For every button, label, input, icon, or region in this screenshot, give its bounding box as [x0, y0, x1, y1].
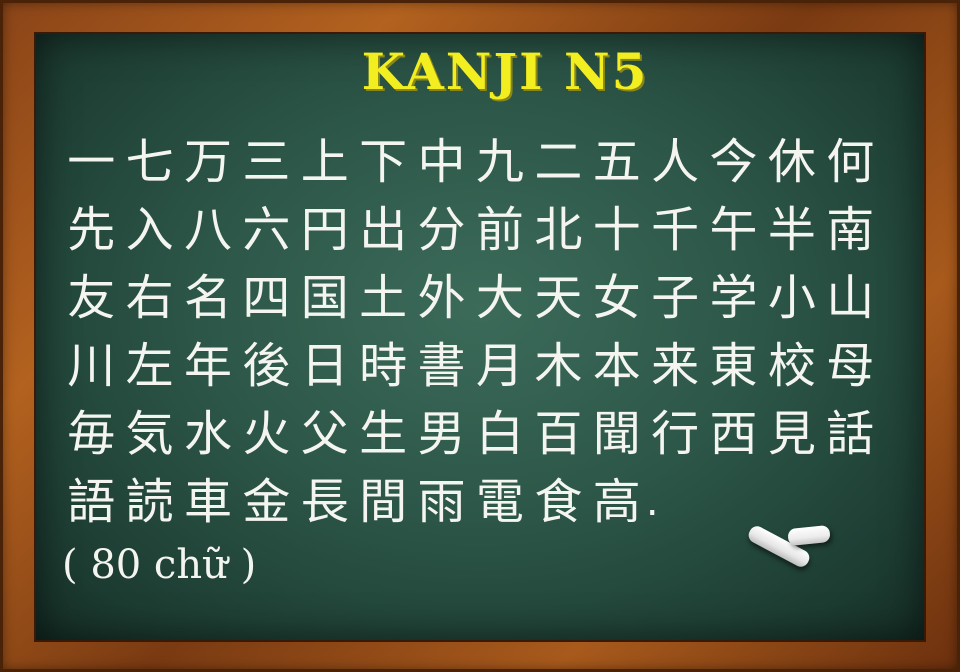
kanji-character: 山: [826, 270, 875, 326]
kanji-character: 午: [709, 202, 758, 258]
kanji-character: 出: [359, 202, 408, 258]
kanji-character: 金: [242, 474, 291, 530]
kanji-grid: 一七万三上下中九二五人今休何先入八六円出分前北十千午半南友右名四国土外大天女子学…: [62, 128, 902, 536]
kanji-character: 時: [359, 338, 408, 394]
kanji-character: 本: [592, 338, 641, 394]
kanji-character: 語: [67, 474, 116, 530]
kanji-character: 五: [592, 134, 641, 190]
kanji-character: 行: [651, 406, 700, 462]
kanji-character: 女: [592, 270, 641, 326]
list-end-period: .: [645, 479, 659, 525]
kanji-character: 間: [359, 474, 408, 530]
kanji-character: 土: [359, 270, 408, 326]
kanji-character: 入: [125, 202, 174, 258]
kanji-character: 一: [67, 134, 116, 190]
kanji-character: 白: [475, 406, 524, 462]
kanji-character: 食: [534, 474, 583, 530]
kanji-row: 一七万三上下中九二五人今休何: [62, 128, 902, 196]
kanji-character: 学: [709, 270, 758, 326]
kanji-character: 川: [67, 338, 116, 394]
kanji-character: 中: [417, 134, 466, 190]
kanji-character: 上: [300, 134, 349, 190]
kanji-character: 水: [183, 406, 232, 462]
kanji-row: 川左年後日時書月木本来東校母: [62, 332, 902, 400]
kanji-character: 校: [767, 338, 816, 394]
kanji-character: 半: [767, 202, 816, 258]
kanji-row: 毎気水火父生男白百聞行西見話: [62, 400, 902, 468]
kanji-character: 百: [534, 406, 583, 462]
kanji-row: 先入八六円出分前北十千午半南: [62, 196, 902, 264]
kanji-character: 六: [242, 202, 291, 258]
kanji-character: 左: [125, 338, 174, 394]
kanji-character: 母: [826, 338, 875, 394]
kanji-character: 小: [767, 270, 816, 326]
kanji-character: 天: [534, 270, 583, 326]
kanji-character: 西: [709, 406, 758, 462]
kanji-character: 北: [534, 202, 583, 258]
kanji-character: 右: [125, 270, 174, 326]
kanji-character: 国: [300, 270, 349, 326]
kanji-character: 今: [709, 134, 758, 190]
kanji-character: 大: [475, 270, 524, 326]
kanji-character: 南: [826, 202, 875, 258]
kanji-character: 男: [417, 406, 466, 462]
kanji-character: 父: [300, 406, 349, 462]
kanji-character: 後: [242, 338, 291, 394]
kanji-character: 八: [183, 202, 232, 258]
page-title: KANJI N5: [361, 42, 649, 101]
kanji-character: 雨: [417, 474, 466, 530]
kanji-character: 下: [359, 134, 408, 190]
kanji-character: 千: [651, 202, 700, 258]
kanji-character: 毎: [67, 406, 116, 462]
kanji-row: 語読車金長間雨電食高.: [62, 468, 902, 536]
kanji-character: 話: [826, 406, 875, 462]
kanji-character: 外: [417, 270, 466, 326]
kanji-character: 高: [592, 474, 641, 530]
kanji-character: 子: [651, 270, 700, 326]
kanji-character: 友: [67, 270, 116, 326]
kanji-character: 分: [417, 202, 466, 258]
kanji-character: 月: [475, 338, 524, 394]
kanji-character: 車: [183, 474, 232, 530]
kanji-character: 長: [300, 474, 349, 530]
kanji-character: 見: [767, 406, 816, 462]
kanji-character: 聞: [592, 406, 641, 462]
kanji-character: 年: [183, 338, 232, 394]
kanji-character: 円: [300, 202, 349, 258]
kanji-character: 気: [125, 406, 174, 462]
kanji-character: 人: [651, 134, 700, 190]
kanji-character: 来: [651, 338, 700, 394]
kanji-character: 十: [592, 202, 641, 258]
kanji-character: 木: [534, 338, 583, 394]
kanji-character: 東: [709, 338, 758, 394]
kanji-character: 七: [125, 134, 174, 190]
kanji-character: 書: [417, 338, 466, 394]
kanji-character: 火: [242, 406, 291, 462]
kanji-character: 名: [183, 270, 232, 326]
kanji-row: 友右名四国土外大天女子学小山: [62, 264, 902, 332]
kanji-character: 前: [475, 202, 524, 258]
kanji-character: 万: [183, 134, 232, 190]
kanji-character: 生: [359, 406, 408, 462]
kanji-character: 電: [475, 474, 524, 530]
kanji-character: 二: [534, 134, 583, 190]
kanji-count-label: ( 80 chữ ): [62, 542, 257, 588]
kanji-character: 休: [767, 134, 816, 190]
kanji-character: 日: [300, 338, 349, 394]
kanji-character: 先: [67, 202, 116, 258]
kanji-character: 三: [242, 134, 291, 190]
kanji-character: 九: [475, 134, 524, 190]
kanji-character: 何: [826, 134, 875, 190]
kanji-character: 読: [125, 474, 174, 530]
kanji-character: 四: [242, 270, 291, 326]
